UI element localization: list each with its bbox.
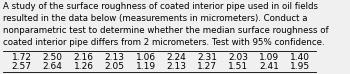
Text: 2.13: 2.13 <box>105 53 125 62</box>
Text: A study of the surface roughness of coated interior pipe used in oil fields resu: A study of the surface roughness of coat… <box>3 2 329 47</box>
Text: 1.26: 1.26 <box>74 62 94 71</box>
Text: 2.03: 2.03 <box>229 53 248 62</box>
Text: 2.05: 2.05 <box>105 62 125 71</box>
Text: 1.95: 1.95 <box>290 62 310 71</box>
Text: 2.13: 2.13 <box>167 62 187 71</box>
Text: 1.27: 1.27 <box>197 62 217 71</box>
Text: 1.72: 1.72 <box>12 53 32 62</box>
Text: 2.41: 2.41 <box>259 62 279 71</box>
Text: 2.50: 2.50 <box>43 53 63 62</box>
Text: 2.16: 2.16 <box>74 53 94 62</box>
Text: 2.57: 2.57 <box>12 62 32 71</box>
Text: 1.09: 1.09 <box>259 53 279 62</box>
Text: 1.40: 1.40 <box>290 53 310 62</box>
Text: 1.51: 1.51 <box>228 62 248 71</box>
Text: 1.19: 1.19 <box>135 62 156 71</box>
Text: 1.06: 1.06 <box>135 53 156 62</box>
Text: 2.64: 2.64 <box>43 62 63 71</box>
Text: 2.31: 2.31 <box>197 53 217 62</box>
Text: 2.24: 2.24 <box>167 53 187 62</box>
